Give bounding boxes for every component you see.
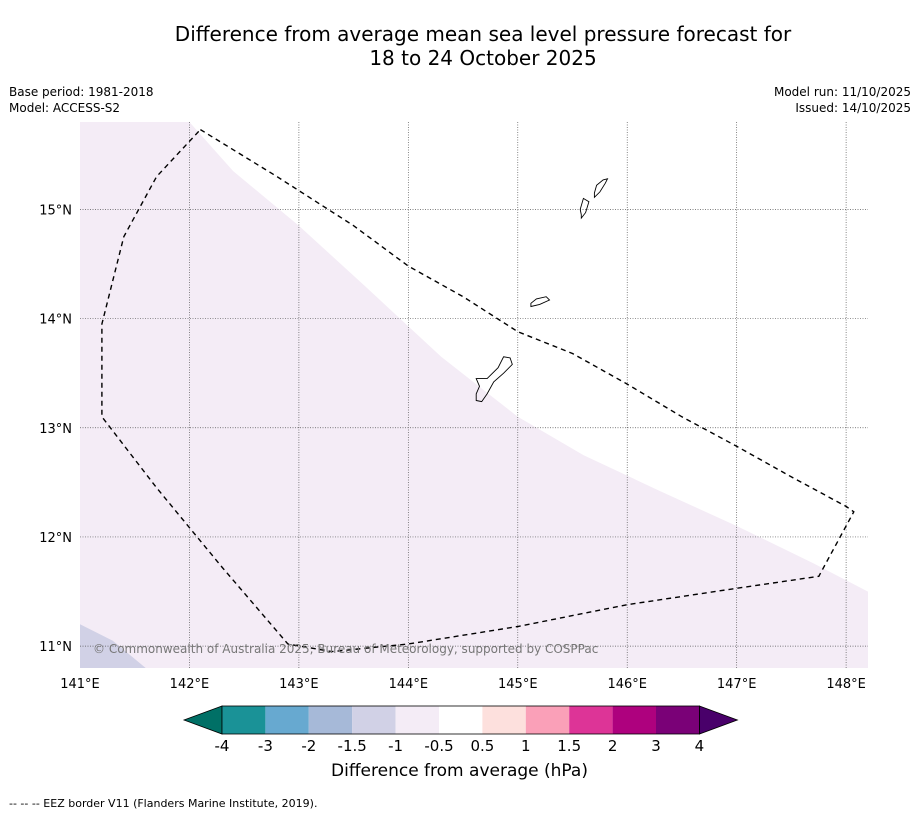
lon-tick-label: 146°E — [607, 677, 647, 692]
map-layer: 141°E 142°E 143°E 144°E 145°E 146°E 147°E 148°E… — [39, 122, 868, 692]
model-name: Model: ACCESS-S2 — [9, 101, 121, 115]
model-run: Model run: 11/10/2025 — [773, 85, 911, 99]
colorbar-tick-label: 2 — [608, 737, 618, 755]
meta-right: Model run: 11/10/2025 Issued: 14/10/2025 — [774, 84, 911, 116]
lat-tick-label: 13°N — [39, 422, 72, 437]
colorbar: -4 -3 -2 -1.5 -1 -0.5 0.5 1 1.5 2 3 4 — [182, 705, 739, 755]
issued-date: Issued: 14/10/2025 — [795, 101, 911, 115]
lon-tick-label: 147°E — [717, 677, 757, 692]
title-line-1: Difference from average mean sea level p… — [174, 22, 792, 46]
colorbar-swatch — [656, 706, 700, 734]
colorbar-frame — [221, 705, 700, 735]
copyright-notice: © Commonwealth of Australia 2025, Bureau… — [93, 642, 598, 656]
colorbar-tick-label: -1 — [388, 737, 403, 755]
lat-tick-label: 14°N — [39, 313, 72, 328]
footer-legend: -- -- -- EEZ border V11 (Flanders Marine… — [9, 797, 318, 810]
base-period: Base period: 1981-2018 — [9, 85, 154, 99]
pressure-anomaly-region — [80, 122, 868, 668]
lon-tick-label: 143°E — [279, 677, 319, 692]
island-saipan — [593, 178, 609, 199]
chart-title: Difference from average mean sea level p… — [0, 22, 919, 70]
lon-tick-label: 141°E — [60, 677, 100, 692]
lon-tick-label: 144°E — [389, 677, 429, 692]
lon-tick-label: 148°E — [826, 677, 866, 692]
island-guam — [475, 356, 513, 403]
colorbar-swatch — [222, 706, 266, 734]
colorbar-tick-label: 1.5 — [557, 737, 581, 755]
colorbar-swatch — [482, 706, 526, 734]
lon-tick-label: 142°E — [170, 677, 210, 692]
colorbar-tick-label: 3 — [651, 737, 661, 755]
colorbar-swatch — [265, 706, 309, 734]
title-line-2: 18 to 24 October 2025 — [369, 46, 597, 70]
colorbar-swatch — [308, 706, 353, 734]
colorbar-tick-label: -0.5 — [424, 737, 453, 755]
lat-tick-label: 15°N — [39, 203, 72, 218]
colorbar-swatch — [439, 706, 483, 734]
colorbar-extend-min — [182, 705, 223, 735]
colorbar-tick-label: -2 — [301, 737, 316, 755]
colorbar-swatch — [525, 706, 570, 734]
lat-tick-label: 11°N — [39, 640, 72, 655]
colorbar-swatch — [352, 706, 396, 734]
island-rota — [530, 296, 551, 308]
colorbar-swatch — [395, 706, 439, 734]
colorbar-tick-label: 0.5 — [470, 737, 494, 755]
colorbar-extend-max — [699, 705, 739, 735]
colorbar-swatch — [569, 706, 613, 734]
colorbar-swatch — [612, 706, 656, 734]
colorbar-tick-label: 1 — [521, 737, 531, 755]
colorbar-tick-label: 4 — [695, 737, 705, 755]
meta-left: Base period: 1981-2018 Model: ACCESS-S2 — [9, 84, 154, 116]
colorbar-tick-label: -4 — [215, 737, 230, 755]
eez-border — [101, 129, 855, 653]
lon-tick-label: 145°E — [498, 677, 538, 692]
island-tinian — [579, 197, 590, 220]
lat-tick-label: 12°N — [39, 531, 72, 546]
colorbar-title: Difference from average (hPa) — [331, 761, 588, 781]
colorbar-tick-label: -3 — [258, 737, 273, 755]
colorbar-tick-label: -1.5 — [338, 737, 367, 755]
